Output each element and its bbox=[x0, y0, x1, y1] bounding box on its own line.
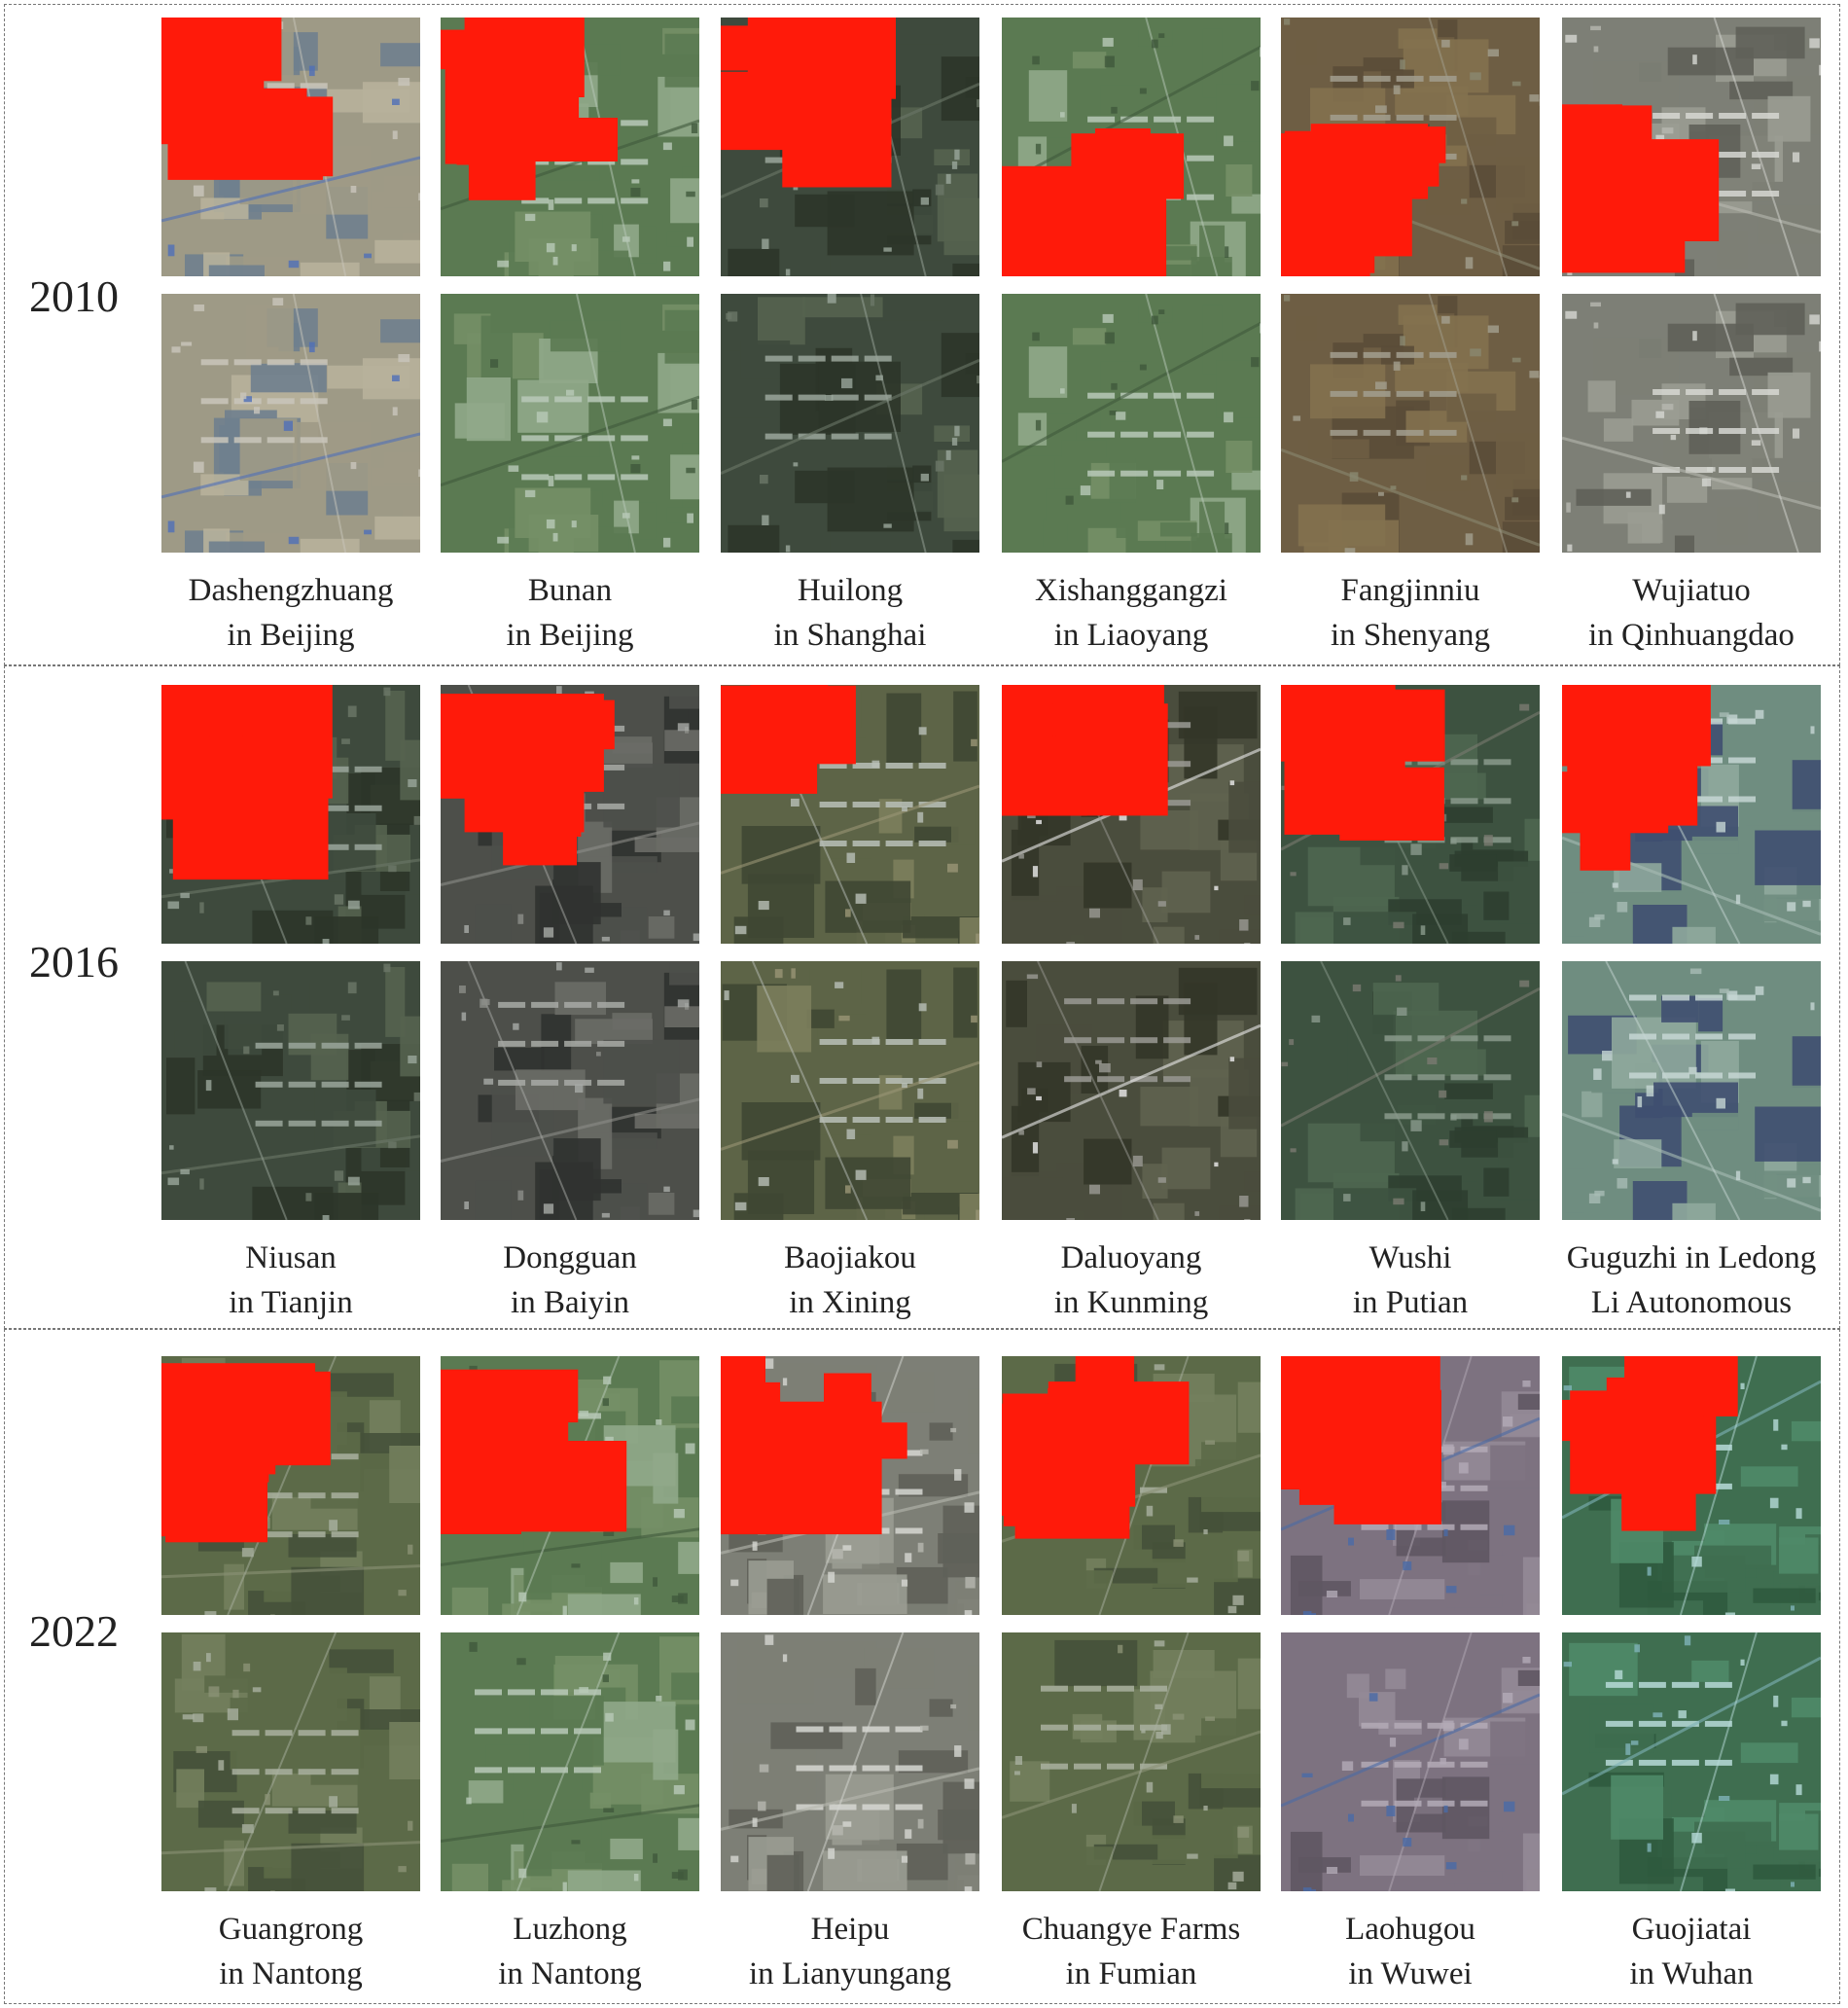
year-label: 2016 bbox=[29, 937, 119, 986]
year-label: 2022 bbox=[29, 1606, 119, 1656]
site-location: in Fumian bbox=[1065, 1956, 1197, 1991]
site-location: in Xining bbox=[789, 1285, 911, 1320]
site-location: in Kunming bbox=[1053, 1285, 1209, 1320]
satellite-tile-with-mask bbox=[441, 1356, 699, 1615]
satellite-tile bbox=[721, 961, 979, 1220]
satellite-tile-with-mask bbox=[441, 685, 699, 944]
satellite-tile bbox=[1562, 1632, 1821, 1891]
site-name: Dashengzhuang bbox=[188, 573, 394, 608]
satellite-tile bbox=[1281, 1632, 1540, 1891]
site-location: in Wuwei bbox=[1348, 1956, 1473, 1991]
site-caption: Niusan in Tianjin bbox=[145, 1236, 437, 1325]
satellite-tile-with-mask bbox=[1562, 1356, 1821, 1615]
satellite-tile-with-mask bbox=[441, 18, 699, 276]
satellite-tile bbox=[1562, 294, 1821, 553]
site-name: Wujiatuo bbox=[1632, 573, 1751, 608]
satellite-tile-with-mask bbox=[721, 18, 979, 276]
site-caption: Huilong in Shanghai bbox=[704, 568, 996, 658]
satellite-tile bbox=[441, 294, 699, 553]
site-caption: Wushi in Putian bbox=[1264, 1236, 1556, 1325]
section-2022 bbox=[4, 1329, 1840, 2004]
satellite-tile bbox=[441, 961, 699, 1220]
satellite-tile bbox=[1002, 294, 1261, 553]
site-location: in Baiyin bbox=[511, 1285, 629, 1320]
site-caption: Dashengzhuang in Beijing bbox=[145, 568, 437, 658]
site-name: Daluoyang bbox=[1060, 1240, 1202, 1275]
site-caption: Bunan in Beijing bbox=[424, 568, 716, 658]
satellite-tile bbox=[1002, 1632, 1261, 1891]
section-2010 bbox=[4, 4, 1840, 665]
site-location: in Nantong bbox=[498, 1956, 642, 1991]
satellite-tile bbox=[1002, 961, 1261, 1220]
site-caption: Chuangye Farms in Fumian bbox=[985, 1907, 1277, 1996]
site-caption: Baojiakou in Xining bbox=[704, 1236, 996, 1325]
site-location: in Shenyang bbox=[1330, 618, 1491, 653]
site-caption: Guguzhi in Ledong Li Autonomous bbox=[1546, 1236, 1837, 1325]
site-location: in Liaoyang bbox=[1053, 618, 1209, 653]
satellite-tile-with-mask bbox=[161, 18, 420, 276]
site-caption: Guangrong in Nantong bbox=[145, 1907, 437, 1996]
site-location: in Tianjin bbox=[229, 1285, 353, 1320]
site-caption: Xishanggangzi in Liaoyang bbox=[985, 568, 1277, 658]
satellite-tile-with-mask bbox=[1002, 1356, 1261, 1615]
site-name: Luzhong bbox=[513, 1912, 627, 1947]
site-caption: Heipu in Lianyungang bbox=[704, 1907, 996, 1996]
satellite-tile bbox=[161, 1632, 420, 1891]
site-caption: Dongguan in Baiyin bbox=[424, 1236, 716, 1325]
site-location: in Beijing bbox=[506, 618, 634, 653]
satellite-tile-with-mask bbox=[1281, 18, 1540, 276]
satellite-tile-with-mask bbox=[1281, 1356, 1540, 1615]
site-location: in Qinhuangdao bbox=[1588, 618, 1795, 653]
site-name: Niusan bbox=[245, 1240, 337, 1275]
site-caption: Wujiatuo in Qinhuangdao bbox=[1546, 568, 1837, 658]
satellite-tile-with-mask bbox=[1002, 685, 1261, 944]
site-location: in Nantong bbox=[219, 1956, 363, 1991]
site-location: in Putian bbox=[1352, 1285, 1469, 1320]
satellite-tile bbox=[721, 1632, 979, 1891]
site-caption: Guojiatai in Wuhan bbox=[1546, 1907, 1837, 1996]
site-location: in Beijing bbox=[227, 618, 355, 653]
site-name: Wushi bbox=[1368, 1240, 1452, 1275]
site-name: Xishanggangzi bbox=[1035, 573, 1227, 608]
satellite-tile-with-mask bbox=[721, 1356, 979, 1615]
satellite-tile-with-mask bbox=[161, 1356, 420, 1615]
site-name: Guguzhi in Ledong bbox=[1566, 1240, 1817, 1275]
site-caption: Fangjinniu in Shenyang bbox=[1264, 568, 1556, 658]
satellite-tile-with-mask bbox=[721, 685, 979, 944]
site-name: Chuangye Farms bbox=[1021, 1912, 1241, 1947]
satellite-tile-with-mask bbox=[1562, 685, 1821, 944]
site-name: Heipu bbox=[810, 1912, 890, 1947]
satellite-tile bbox=[1281, 961, 1540, 1220]
site-name: Bunan bbox=[527, 573, 613, 608]
satellite-tile bbox=[1281, 294, 1540, 553]
site-name: Dongguan bbox=[503, 1240, 637, 1275]
satellite-tile-with-mask bbox=[1002, 18, 1261, 276]
satellite-tile bbox=[161, 961, 420, 1220]
site-location: Li Autonomous bbox=[1590, 1285, 1793, 1320]
site-location: in Shanghai bbox=[773, 618, 927, 653]
satellite-tile bbox=[161, 294, 420, 553]
satellite-tile bbox=[441, 1632, 699, 1891]
site-caption: Daluoyang in Kunming bbox=[985, 1236, 1277, 1325]
site-name: Guojiatai bbox=[1631, 1912, 1752, 1947]
site-location: in Wuhan bbox=[1629, 1956, 1754, 1991]
satellite-tile-with-mask bbox=[161, 685, 420, 944]
site-name: Huilong bbox=[797, 573, 904, 608]
section-2016 bbox=[4, 665, 1840, 1329]
site-name: Fangjinniu bbox=[1340, 573, 1480, 608]
site-location: in Lianyungang bbox=[748, 1956, 952, 1991]
satellite-tile-with-mask bbox=[1562, 18, 1821, 276]
year-label: 2010 bbox=[29, 271, 119, 321]
site-caption: Laohugou in Wuwei bbox=[1264, 1907, 1556, 1996]
satellite-tile-with-mask bbox=[1281, 685, 1540, 944]
site-name: Baojiakou bbox=[784, 1240, 916, 1275]
site-name: Guangrong bbox=[218, 1912, 364, 1947]
satellite-tile bbox=[1562, 961, 1821, 1220]
satellite-tile bbox=[721, 294, 979, 553]
site-caption: Luzhong in Nantong bbox=[424, 1907, 716, 1996]
site-name: Laohugou bbox=[1345, 1912, 1475, 1947]
